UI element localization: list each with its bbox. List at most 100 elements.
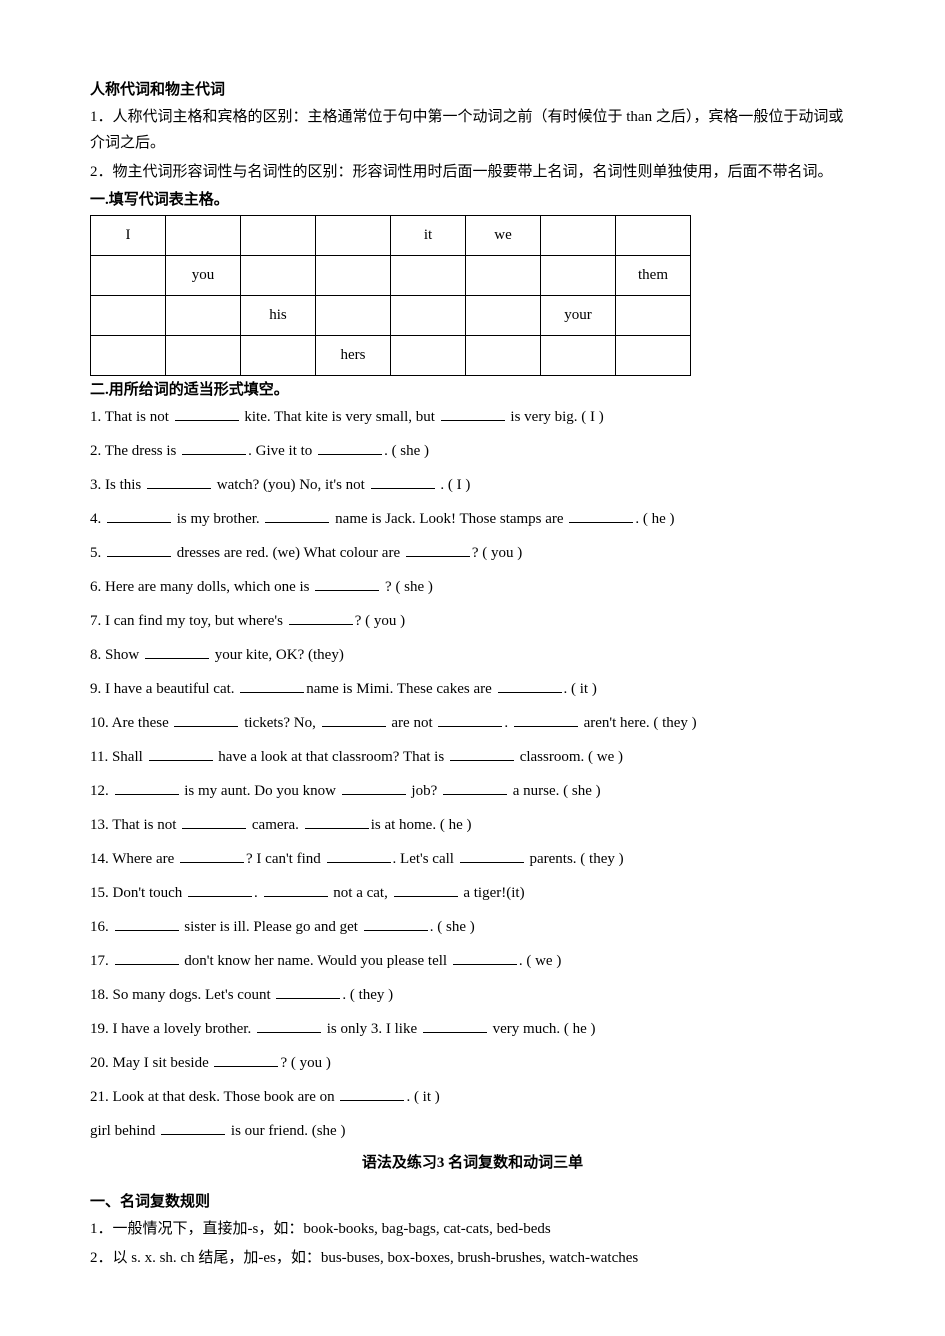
table-cell — [316, 295, 391, 335]
exercise-item: 9. I have a beautiful cat. name is Mimi.… — [90, 677, 855, 701]
table-cell: his — [241, 295, 316, 335]
table-row: his your — [91, 295, 691, 335]
exercise-item: 8. Show your kite, OK? (they) — [90, 643, 855, 667]
exercise-item: 19. I have a lovely brother. is only 3. … — [90, 1017, 855, 1041]
page-title: 人称代词和物主代词 — [90, 80, 855, 101]
table-cell — [466, 255, 541, 295]
rule-2: 2．以 s. x. sh. ch 结尾，加-es，如：bus-buses, bo… — [90, 1246, 855, 1272]
intro-paragraph-1: 1．人称代词主格和宾格的区别：主格通常位于句中第一个动词之前（有时候位于 tha… — [90, 105, 855, 156]
fill-blank — [188, 882, 252, 897]
fill-blank — [406, 542, 470, 557]
exercise-item: girl behind is our friend. (she ) — [90, 1119, 855, 1143]
table-cell — [541, 255, 616, 295]
table-cell — [166, 215, 241, 255]
fill-blank — [305, 814, 369, 829]
table-cell — [466, 335, 541, 375]
exercise-item: 16. sister is ill. Please go and get . (… — [90, 915, 855, 939]
table-cell — [241, 335, 316, 375]
fill-blank — [161, 1120, 225, 1135]
exercise-item: 15. Don't touch . not a cat, a tiger!(it… — [90, 881, 855, 905]
fill-blank — [569, 508, 633, 523]
section2-head: 二.用所给词的适当形式填空。 — [90, 380, 855, 401]
table-cell — [391, 255, 466, 295]
table-cell: hers — [316, 335, 391, 375]
fill-blank — [276, 984, 340, 999]
table-cell — [91, 255, 166, 295]
table-cell — [241, 255, 316, 295]
table-cell — [91, 335, 166, 375]
exercise-item: 20. May I sit beside ? ( you ) — [90, 1051, 855, 1075]
fill-blank — [149, 746, 213, 761]
intro-paragraph-2: 2．物主代词形容词性与名词性的区别：形容词性用时后面一般要带上名词，名词性则单独… — [90, 160, 855, 186]
fill-blank — [115, 950, 179, 965]
table-cell — [391, 295, 466, 335]
table-cell — [316, 215, 391, 255]
table-cell — [166, 335, 241, 375]
table-cell: I — [91, 215, 166, 255]
fill-blank — [115, 916, 179, 931]
exercise-item: 13. That is not camera. is at home. ( he… — [90, 813, 855, 837]
exercise-list: 1. That is not kite. That kite is very s… — [90, 405, 855, 1143]
exercise-item: 14. Where are ? I can't find . Let's cal… — [90, 847, 855, 871]
table-cell — [91, 295, 166, 335]
fill-blank — [174, 712, 238, 727]
exercise-item: 17. don't know her name. Would you pleas… — [90, 949, 855, 973]
fill-blank — [265, 508, 329, 523]
fill-blank — [438, 712, 502, 727]
exercise-item: 6. Here are many dolls, which one is ? (… — [90, 575, 855, 599]
fill-blank — [182, 814, 246, 829]
fill-blank — [364, 916, 428, 931]
exercise-item: 7. I can find my toy, but where's ? ( yo… — [90, 609, 855, 633]
exercise-item: 4. is my brother. name is Jack. Look! Th… — [90, 507, 855, 531]
table-row: hers — [91, 335, 691, 375]
fill-blank — [147, 474, 211, 489]
fill-blank — [264, 882, 328, 897]
table-cell — [391, 335, 466, 375]
fill-blank — [327, 848, 391, 863]
fill-blank — [453, 950, 517, 965]
table-row: I it we — [91, 215, 691, 255]
exercise-item: 2. The dress is . Give it to . ( she ) — [90, 439, 855, 463]
table-cell — [541, 215, 616, 255]
fill-blank — [450, 746, 514, 761]
fill-blank — [340, 1086, 404, 1101]
fill-blank — [460, 848, 524, 863]
exercise-item: 11. Shall have a look at that classroom?… — [90, 745, 855, 769]
table-cell — [616, 335, 691, 375]
section3-sub1: 一、名词复数规则 — [90, 1192, 855, 1213]
exercise-item: 21. Look at that desk. Those book are on… — [90, 1085, 855, 1109]
fill-blank — [145, 644, 209, 659]
table-cell — [166, 295, 241, 335]
fill-blank — [180, 848, 244, 863]
fill-blank — [107, 508, 171, 523]
exercise-item: 12. is my aunt. Do you know job? a nurse… — [90, 779, 855, 803]
fill-blank — [107, 542, 171, 557]
exercise-item: 1. That is not kite. That kite is very s… — [90, 405, 855, 429]
fill-blank — [315, 576, 379, 591]
fill-blank — [214, 1052, 278, 1067]
table-cell: you — [166, 255, 241, 295]
fill-blank — [514, 712, 578, 727]
table-cell — [466, 295, 541, 335]
fill-blank — [443, 780, 507, 795]
rule-1: 1．一般情况下，直接加-s，如：book-books, bag-bags, ca… — [90, 1217, 855, 1243]
table-cell: we — [466, 215, 541, 255]
table-cell: your — [541, 295, 616, 335]
section3-center-title: 语法及练习3 名词复数和动词三单 — [90, 1153, 855, 1174]
table-cell — [241, 215, 316, 255]
fill-blank — [498, 678, 562, 693]
table-row: you them — [91, 255, 691, 295]
table-cell: them — [616, 255, 691, 295]
exercise-item: 10. Are these tickets? No, are not . are… — [90, 711, 855, 735]
table-cell: it — [391, 215, 466, 255]
fill-blank — [371, 474, 435, 489]
section1-head: 一.填写代词表主格。 — [90, 190, 855, 211]
fill-blank — [175, 406, 239, 421]
exercise-item: 5. dresses are red. (we) What colour are… — [90, 541, 855, 565]
fill-blank — [240, 678, 304, 693]
fill-blank — [394, 882, 458, 897]
fill-blank — [423, 1018, 487, 1033]
fill-blank — [182, 440, 246, 455]
fill-blank — [115, 780, 179, 795]
exercise-item: 3. Is this watch? (you) No, it's not . (… — [90, 473, 855, 497]
